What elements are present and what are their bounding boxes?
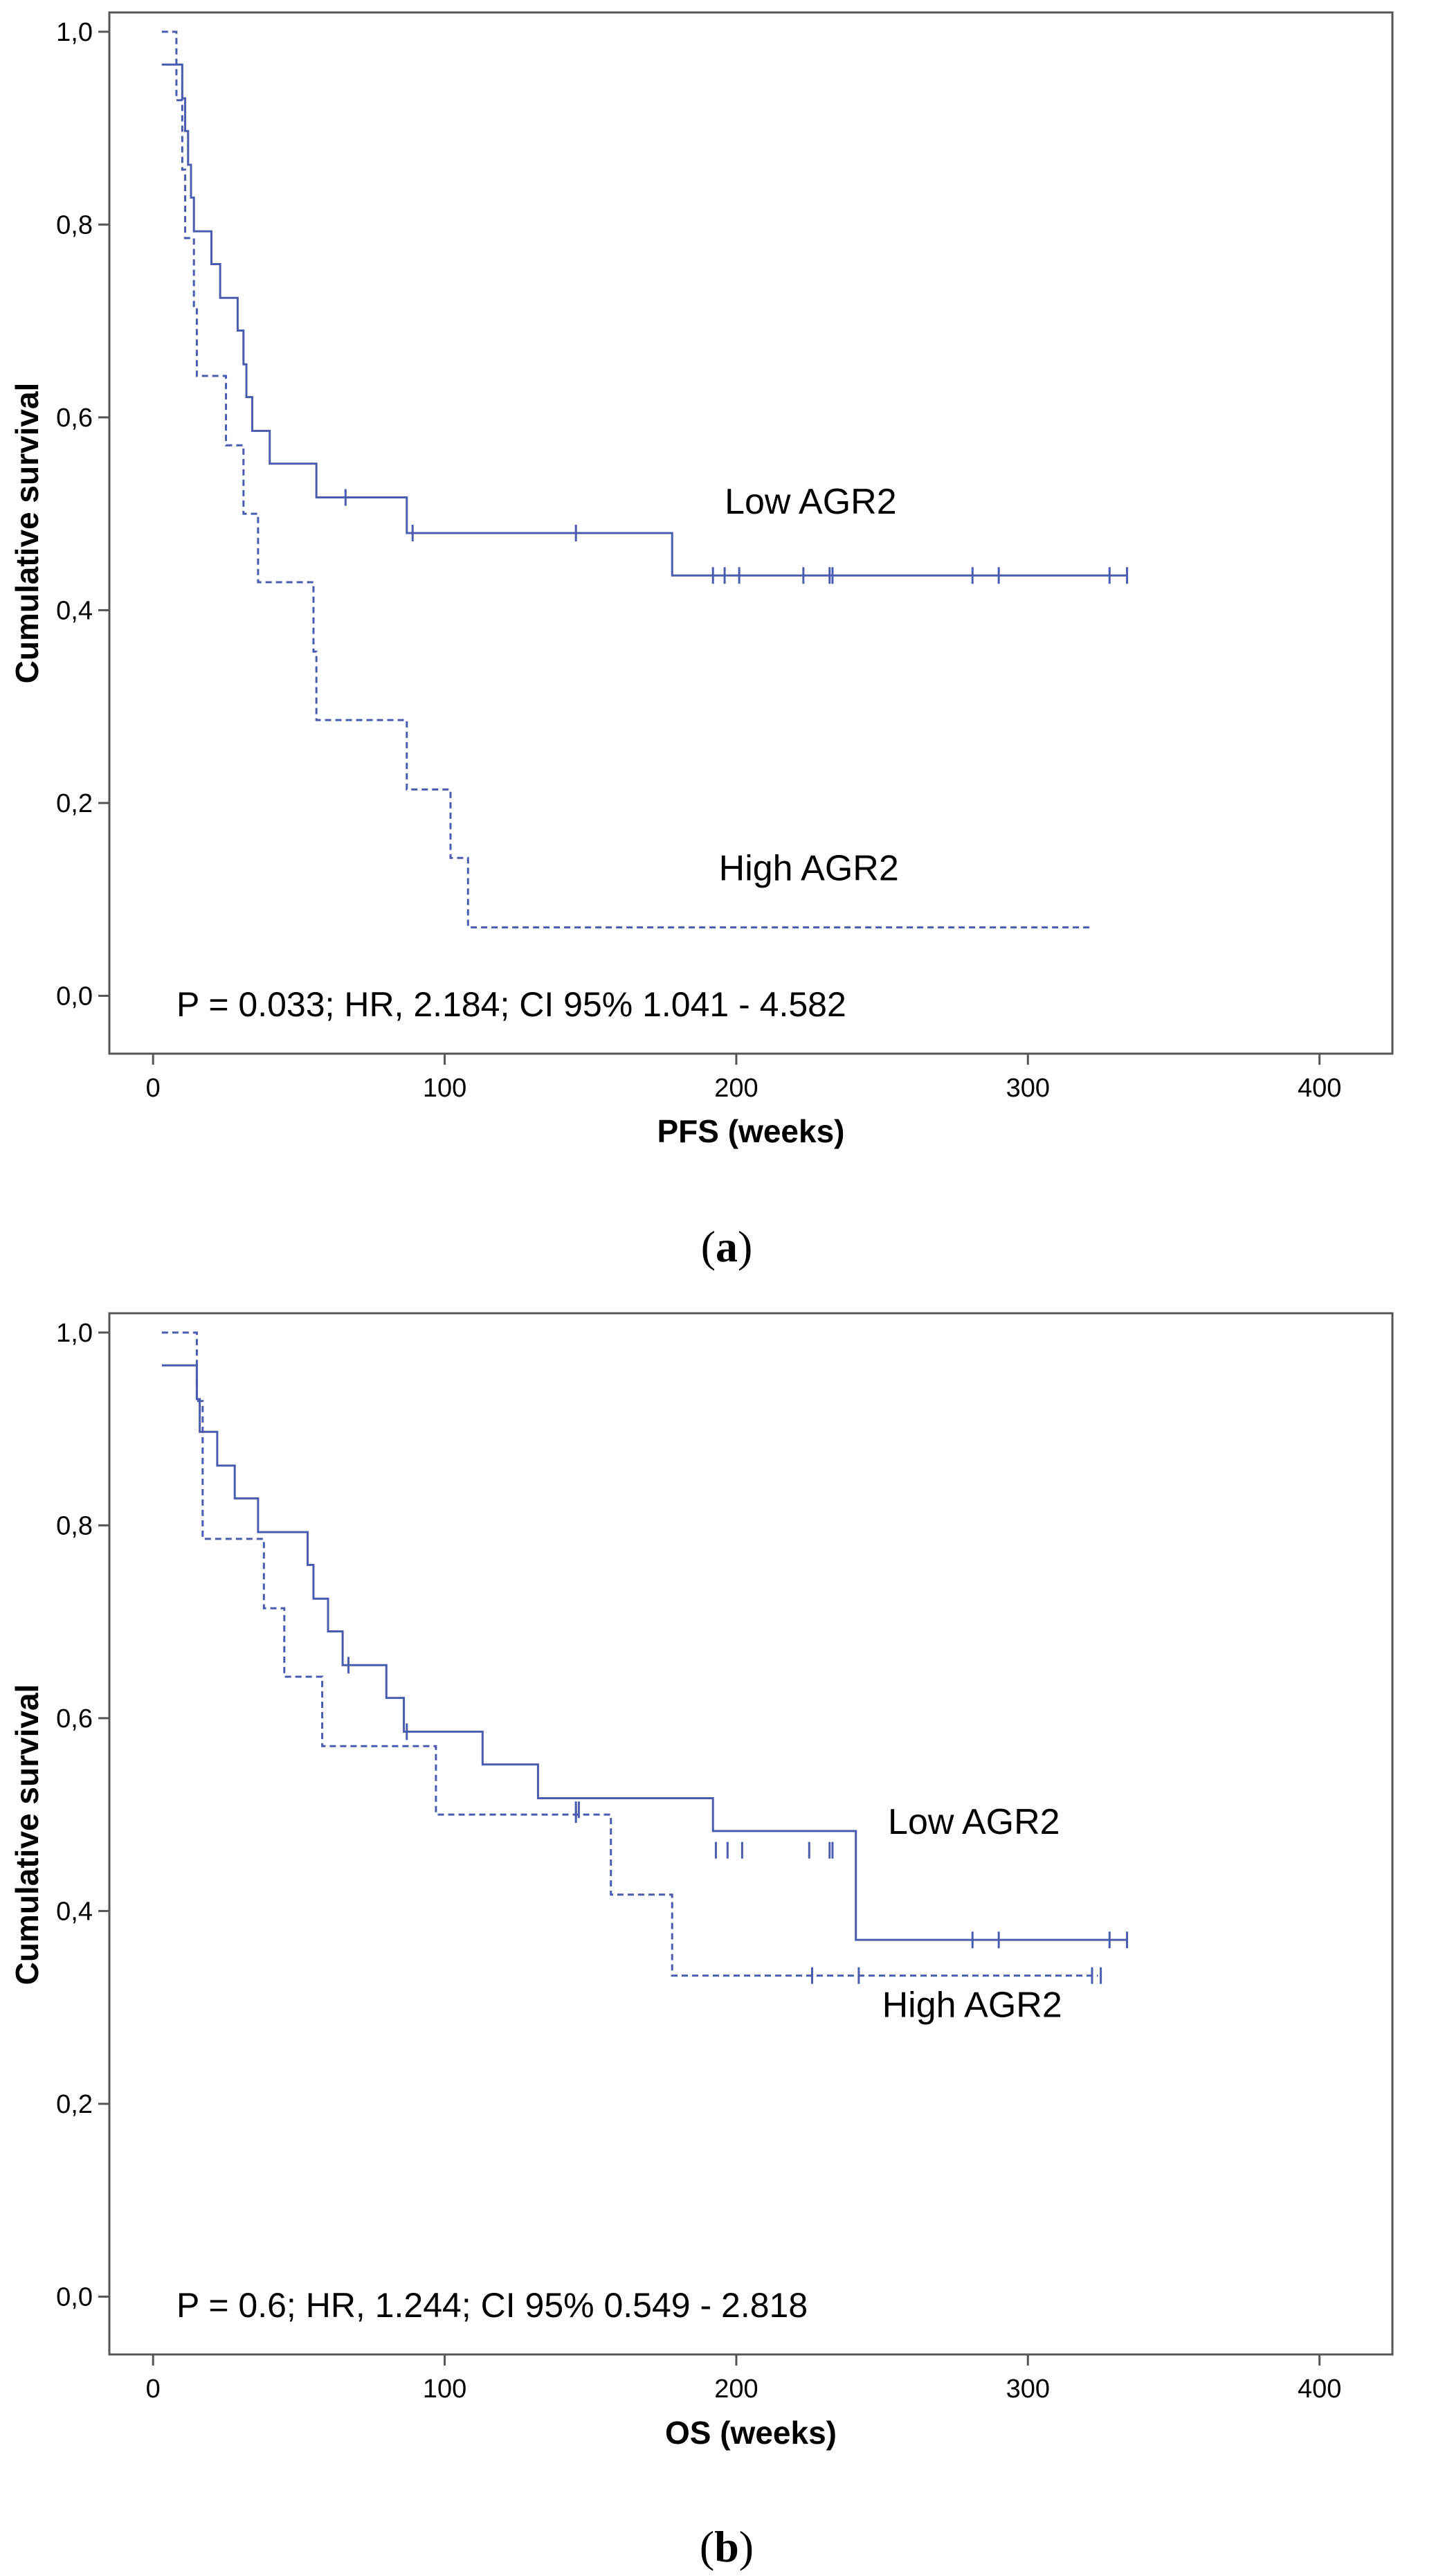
- panel-a-low-agr2-label: Low AGR2: [725, 482, 897, 522]
- panel-a-caption: (a): [701, 1222, 753, 1271]
- y-tick-label: 0,4: [56, 1897, 93, 1926]
- panel-b-x-axis: 0 100 200 300 400: [146, 2354, 1341, 2404]
- panel-a-frame: [108, 11, 1394, 1055]
- x-tick-label: 300: [1006, 2375, 1050, 2404]
- x-tick-label: 400: [1298, 2375, 1341, 2404]
- y-tick-label: 0,2: [56, 2090, 93, 2119]
- panel-b-stats-annotation: P = 0.6; HR, 1.244; CI 95% 0.549 - 2.818: [176, 2286, 808, 2325]
- panel-b-series: [161, 1331, 1129, 1984]
- panel-b: 0,0 0,2 0,4 0,6 0,8 1,0 0 100 200 300 400 Cumulat…: [9, 1312, 1394, 2571]
- x-tick-label: 0: [146, 2375, 161, 2404]
- x-tick-label: 100: [423, 1074, 466, 1103]
- high-agr2-curve: [161, 1331, 1098, 1977]
- low-agr2-curve: [161, 63, 1127, 577]
- x-tick-label: 300: [1006, 1074, 1050, 1103]
- y-tick-label: 0,8: [56, 210, 93, 240]
- x-tick-label: 400: [1298, 1074, 1341, 1103]
- panel-b-low-agr2-label: Low AGR2: [888, 1802, 1060, 1842]
- x-tick-label: 0: [146, 1074, 161, 1103]
- y-tick-label: 0,0: [56, 2282, 93, 2312]
- panel-a-x-axis: 0 100 200 300 400: [146, 1054, 1341, 1103]
- panel-b-frame: [108, 1312, 1394, 2356]
- y-tick-label: 0,2: [56, 789, 93, 818]
- x-tick-label: 200: [714, 1074, 758, 1103]
- panel-a: 0,0 0,2 0,4 0,6 0,8 1,0 0 100 200 300 400 Cumulat…: [9, 11, 1394, 1271]
- panel-b-high-agr2-label: High AGR2: [882, 1985, 1062, 2026]
- y-tick-label: 1,0: [56, 1319, 93, 1348]
- panel-a-series: [161, 30, 1129, 929]
- x-tick-label: 100: [423, 2375, 466, 2404]
- y-tick-label: 0,8: [56, 1511, 93, 1540]
- panel-b-caption: (b): [700, 2522, 754, 2571]
- y-tick-label: 1,0: [56, 18, 93, 47]
- panel-a-stats-annotation: P = 0.033; HR, 2.184; CI 95% 1.041 - 4.5…: [176, 985, 846, 1024]
- high-agr2-curve: [161, 30, 1092, 929]
- panel-a-xlabel: PFS (weeks): [657, 1113, 845, 1149]
- panel-a-high-agr2-label: High AGR2: [719, 848, 899, 888]
- panel-b-ylabel: Cumulative survival: [9, 1684, 45, 1985]
- panel-a-ylabel: Cumulative survival: [9, 383, 45, 684]
- y-tick-label: 0,6: [56, 1704, 93, 1733]
- panel-b-xlabel: OS (weeks): [665, 2415, 837, 2451]
- y-tick-label: 0,4: [56, 596, 93, 625]
- y-tick-label: 0,0: [56, 982, 93, 1011]
- y-tick-label: 0,6: [56, 404, 93, 433]
- panel-b-y-axis: 0,0 0,2 0,4 0,6 0,8 1,0: [56, 1319, 109, 2312]
- panel-a-y-axis: 0,0 0,2 0,4 0,6 0,8 1,0: [56, 18, 109, 1011]
- low-agr2-curve: [161, 1364, 1127, 1941]
- x-tick-label: 200: [714, 2375, 758, 2404]
